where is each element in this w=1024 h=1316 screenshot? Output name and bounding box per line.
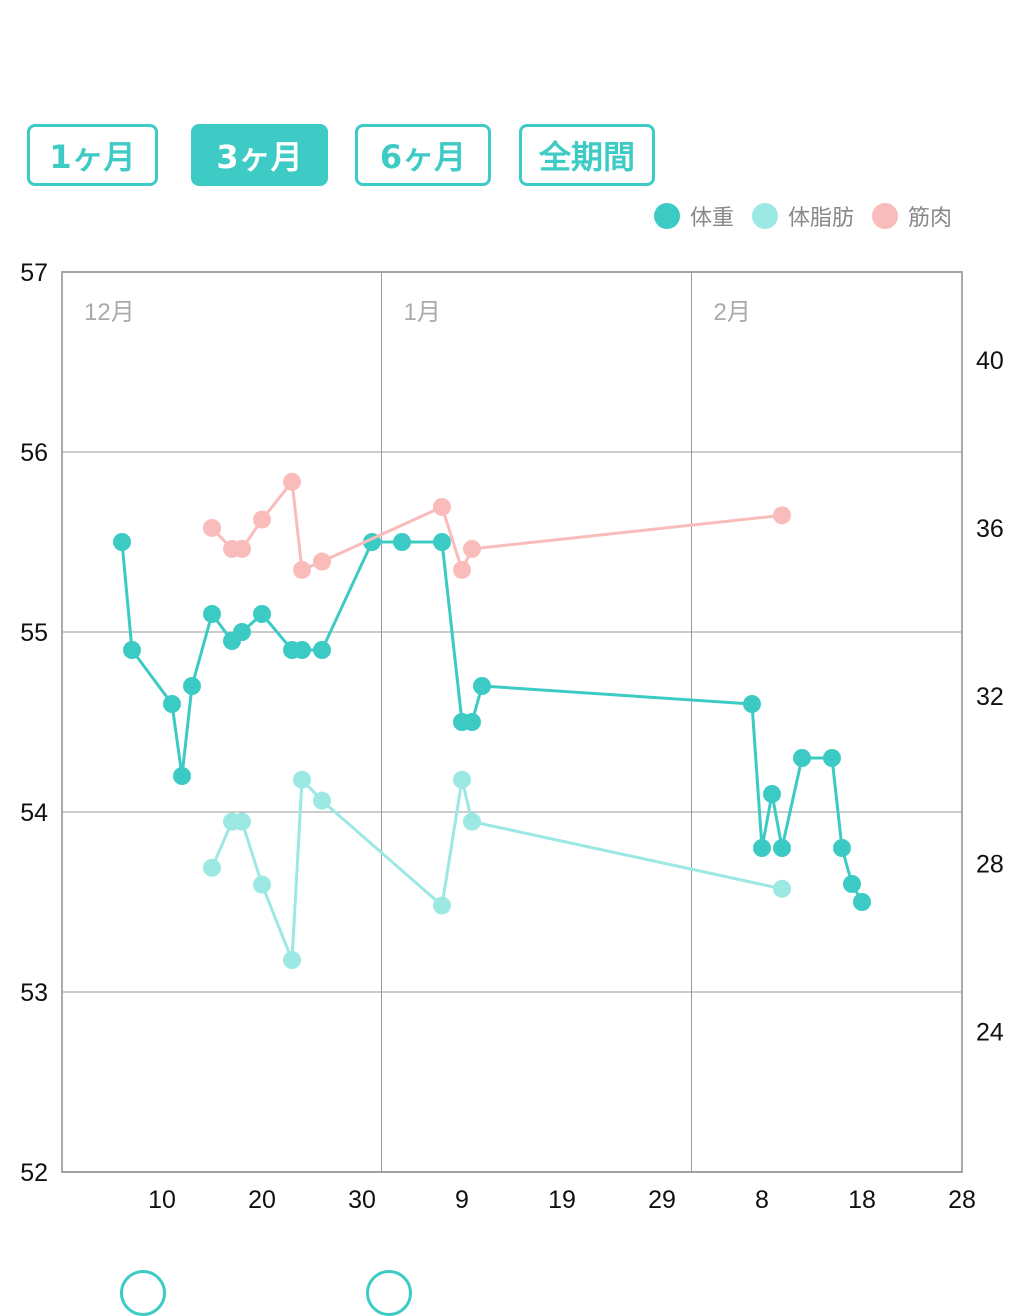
muscle-data-point: [463, 539, 481, 558]
muscle-data-point: [233, 539, 251, 558]
legend-muscle-label: 筋肉: [907, 206, 952, 231]
body-fat-data-point: [453, 770, 471, 789]
weight-data-point: [773, 839, 791, 857]
muscle-data-point: [293, 560, 311, 579]
legend-weight[interactable]: 体重: [653, 200, 734, 232]
body-fat-data-point: [203, 858, 221, 877]
muscle-data-point: [313, 552, 331, 571]
body-fat-data-point: [253, 875, 271, 894]
month-label: 12月: [84, 299, 135, 326]
weight-data-point: [793, 749, 811, 767]
muscle-dot-icon: [871, 203, 898, 229]
weight-data-point: [173, 767, 191, 785]
x-tick-label: 20: [248, 1186, 276, 1214]
weight-data-point: [763, 785, 781, 803]
chart-legend: 体重 体脂肪 筋肉: [646, 200, 952, 232]
muscle-data-point: [203, 518, 221, 537]
weight-data-point: [843, 875, 861, 893]
muscle-data-point: [773, 506, 791, 525]
weight-data-point: [853, 893, 871, 911]
weight-data-point: [113, 533, 131, 551]
body-fat-data-point: [293, 770, 311, 789]
range-6-month-button[interactable]: 6ヶ月: [355, 124, 491, 186]
weight-data-point: [463, 713, 481, 731]
weight-series-line: [120, 540, 864, 903]
weight-data-point: [743, 695, 761, 713]
x-tick-label: 18: [848, 1186, 876, 1214]
legend-muscle[interactable]: 筋肉: [871, 200, 952, 232]
body-fat-data-point: [233, 812, 251, 831]
x-tick-label: 8: [755, 1186, 769, 1214]
weight-data-point: [293, 641, 311, 659]
weight-data-point: [473, 677, 491, 695]
y-left-tick-label: 56: [20, 439, 48, 467]
y-right-tick-label: 24: [976, 1018, 1004, 1046]
x-tick-label: 19: [548, 1186, 576, 1214]
weight-data-point: [313, 641, 331, 659]
legend-weight-label: 体重: [689, 206, 734, 231]
muscle-data-point: [453, 560, 471, 579]
range-1-month-button[interactable]: 1ヶ月: [27, 124, 158, 186]
weight-data-point: [233, 623, 251, 641]
bottom-circle-icon-1[interactable]: [120, 1270, 166, 1316]
body-fat-data-point: [313, 791, 331, 810]
legend-body-fat-label: 体脂肪: [787, 206, 854, 231]
muscle-data-point: [283, 472, 301, 491]
y-right-tick-label: 40: [976, 347, 1004, 375]
weight-data-point: [753, 839, 771, 857]
legend-body-fat[interactable]: 体脂肪: [751, 200, 854, 232]
month-label: 1月: [404, 299, 441, 326]
y-left-tick-label: 53: [20, 979, 48, 1007]
weight-data-point: [183, 677, 201, 695]
y-left-tick-label: 54: [20, 799, 48, 827]
y-left-tick-label: 55: [20, 619, 48, 647]
weight-data-point: [823, 749, 841, 767]
x-tick-label: 9: [455, 1186, 469, 1214]
body-fat-data-point: [433, 896, 451, 915]
weight-dot-icon: [653, 203, 680, 229]
body-fat-dot-icon: [751, 203, 778, 229]
y-right-tick-label: 28: [976, 851, 1004, 879]
weight-data-point: [433, 533, 451, 551]
body-fat-data-point: [773, 879, 791, 898]
weight-data-point: [163, 695, 181, 713]
muscle-series-line: [210, 478, 783, 574]
body-fat-series-line: [210, 776, 783, 961]
y-left-tick-label: 57: [20, 259, 48, 287]
x-tick-label: 10: [148, 1186, 176, 1214]
muscle-data-point: [253, 510, 271, 529]
bottom-circle-icon-2[interactable]: [366, 1270, 412, 1316]
y-right-tick-label: 36: [976, 515, 1004, 543]
weight-data-point: [253, 605, 271, 623]
plot-frame: [61, 271, 963, 1173]
weight-data-point: [123, 641, 141, 659]
x-tick-label: 30: [348, 1186, 376, 1214]
muscle-data-point: [433, 497, 451, 516]
weight-data-point: [203, 605, 221, 623]
range-3-month-button[interactable]: 3ヶ月: [191, 124, 328, 186]
body-fat-data-point: [463, 812, 481, 831]
body-fat-data-point: [283, 951, 301, 970]
weight-data-point: [833, 839, 851, 857]
y-right-tick-label: 32: [976, 683, 1004, 711]
y-left-tick-label: 52: [20, 1159, 48, 1187]
x-tick-label: 28: [948, 1186, 976, 1214]
range-all-button[interactable]: 全期間: [519, 124, 655, 186]
x-tick-label: 29: [648, 1186, 676, 1214]
line-chart: 57 56 55 54 53 52 40 36 32 28 24 12月 1月 2月 10 20 30 9 19 29…: [20, 259, 1004, 1214]
weight-data-point: [393, 533, 411, 551]
month-label: 2月: [714, 299, 751, 326]
